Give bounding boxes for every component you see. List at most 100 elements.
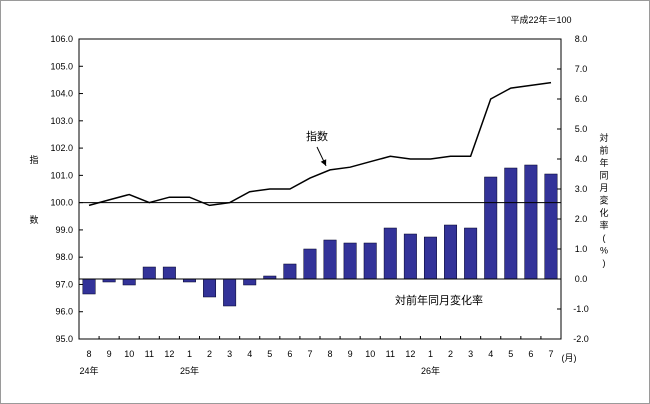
x-tick-label: 12 bbox=[164, 349, 174, 359]
right-tick-label: -1.0 bbox=[573, 304, 589, 314]
left-axis-label-char: 指 bbox=[29, 154, 38, 165]
x-tick-label: 3 bbox=[468, 349, 473, 359]
x-tick-label: 2 bbox=[448, 349, 453, 359]
x-tick-label: 11 bbox=[145, 349, 154, 359]
left-tick-label: 98.0 bbox=[55, 252, 73, 262]
bar bbox=[383, 227, 397, 280]
x-tick-label: 5 bbox=[267, 349, 272, 359]
bar bbox=[162, 266, 176, 280]
x-tick-label: 3 bbox=[227, 349, 232, 359]
left-tick-label: 96.0 bbox=[55, 307, 73, 317]
right-tick-label: 1.0 bbox=[575, 244, 588, 254]
right-axis-label-char: 前 bbox=[599, 145, 608, 156]
left-tick-label: 99.0 bbox=[55, 225, 73, 235]
right-tick-label: 5.0 bbox=[575, 124, 588, 134]
plot-area bbox=[78, 38, 562, 340]
year-label: 24年 bbox=[80, 365, 99, 376]
x-axis: 8 9 10 11 12 1 2 3 4 5 6 7 8 9 10 11 12 1 2 3 4 5 6 7 bbox=[78, 336, 562, 359]
right-axis-label-char: ) bbox=[603, 258, 606, 268]
year-label: 25年 bbox=[180, 365, 199, 376]
year-label: 26年 bbox=[421, 365, 440, 376]
right-axis-label: 対前年同月変化率 (%) bbox=[599, 132, 608, 268]
bar bbox=[504, 167, 518, 280]
x-tick-label: 1 bbox=[428, 349, 433, 359]
bar bbox=[423, 236, 437, 280]
left-tick-label: 100.0 bbox=[50, 198, 73, 208]
bar bbox=[303, 248, 317, 280]
right-axis-label-char: ( bbox=[603, 233, 606, 243]
left-tick-label: 95.0 bbox=[55, 334, 73, 344]
x-tick-label: 6 bbox=[528, 349, 533, 359]
bar bbox=[464, 227, 478, 280]
right-axis: -2.0 -1.0 0.0 1.0 2.0 3.0 4.0 5.0 6.0 7.0 8.0 bbox=[557, 34, 589, 344]
bar-annotation: 対前年同月変化率 bbox=[395, 293, 483, 307]
x-tick-label: 9 bbox=[348, 349, 353, 359]
left-tick-label: 101.0 bbox=[50, 170, 73, 180]
left-tick-label: 103.0 bbox=[50, 116, 73, 126]
index-annotation-arrowhead bbox=[320, 159, 327, 166]
index-annotation: 指数 bbox=[306, 129, 328, 143]
right-tick-label: 8.0 bbox=[575, 34, 588, 44]
right-tick-label: 3.0 bbox=[575, 184, 588, 194]
x-tick-label: 9 bbox=[107, 349, 112, 359]
right-axis-label-char: 年 bbox=[599, 157, 608, 168]
left-axis-label-char: 数 bbox=[29, 214, 38, 225]
x-tick-label: 11 bbox=[386, 349, 395, 359]
right-tick-label: 7.0 bbox=[575, 64, 588, 74]
right-axis-label-char: 率 bbox=[599, 220, 608, 231]
bar bbox=[283, 263, 297, 280]
bar bbox=[203, 278, 217, 298]
right-axis-label-char: 化 bbox=[599, 207, 608, 218]
bar bbox=[444, 224, 458, 280]
x-tick-label: 10 bbox=[365, 349, 375, 359]
left-axis-label: 指数 bbox=[29, 154, 38, 225]
bar bbox=[343, 242, 357, 280]
left-tick-label: 106.0 bbox=[50, 34, 73, 44]
right-axis-label-char: 月 bbox=[599, 183, 608, 193]
bar bbox=[223, 278, 237, 307]
x-tick-label: 8 bbox=[328, 349, 333, 359]
x-tick-label: 2 bbox=[207, 349, 212, 359]
left-tick-label: 102.0 bbox=[50, 143, 73, 153]
bar bbox=[243, 278, 257, 286]
x-tick-label: 7 bbox=[307, 349, 312, 359]
x-tick-label: 5 bbox=[508, 349, 513, 359]
bar bbox=[403, 233, 417, 280]
right-tick-label: 0.0 bbox=[575, 274, 588, 284]
x-tick-label: 10 bbox=[124, 349, 134, 359]
bar bbox=[524, 164, 538, 280]
right-tick-label: -2.0 bbox=[573, 334, 589, 344]
right-tick-label: 6.0 bbox=[575, 94, 588, 104]
x-tick-label: 1 bbox=[187, 349, 192, 359]
x-tick-label: 6 bbox=[287, 349, 292, 359]
bar bbox=[363, 242, 377, 280]
bar bbox=[122, 278, 136, 286]
right-axis-label-char: 変 bbox=[599, 195, 608, 206]
left-tick-label: 97.0 bbox=[55, 279, 73, 289]
bar-series bbox=[82, 164, 558, 307]
left-tick-label: 104.0 bbox=[50, 89, 73, 99]
x-tick-label: 8 bbox=[87, 349, 92, 359]
x-tick-label: 4 bbox=[488, 349, 493, 359]
bar bbox=[484, 176, 498, 280]
left-tick-label: 105.0 bbox=[50, 61, 73, 71]
index-line bbox=[88, 81, 552, 207]
left-axis: 95.0 96.0 97.0 98.0 99.0 100.0 101.0 102.0 103.0… bbox=[50, 34, 83, 344]
bar bbox=[142, 266, 156, 280]
right-axis-label-char: 対 bbox=[599, 132, 608, 143]
right-tick-label: 4.0 bbox=[575, 154, 588, 164]
base-note: 平成22年＝100 bbox=[510, 14, 571, 25]
right-axis-label-char: 同 bbox=[599, 171, 608, 181]
year-labels: 24年 25年 26年 bbox=[80, 365, 440, 376]
month-unit-label: (月) bbox=[562, 353, 577, 363]
right-axis-label-char: % bbox=[600, 246, 608, 256]
right-tick-label: 2.0 bbox=[575, 214, 588, 224]
bar bbox=[544, 173, 558, 280]
x-tick-label: 4 bbox=[247, 349, 252, 359]
bar bbox=[323, 239, 337, 280]
x-tick-label: 12 bbox=[405, 349, 415, 359]
bar bbox=[82, 278, 96, 295]
x-tick-label: 7 bbox=[548, 349, 553, 359]
